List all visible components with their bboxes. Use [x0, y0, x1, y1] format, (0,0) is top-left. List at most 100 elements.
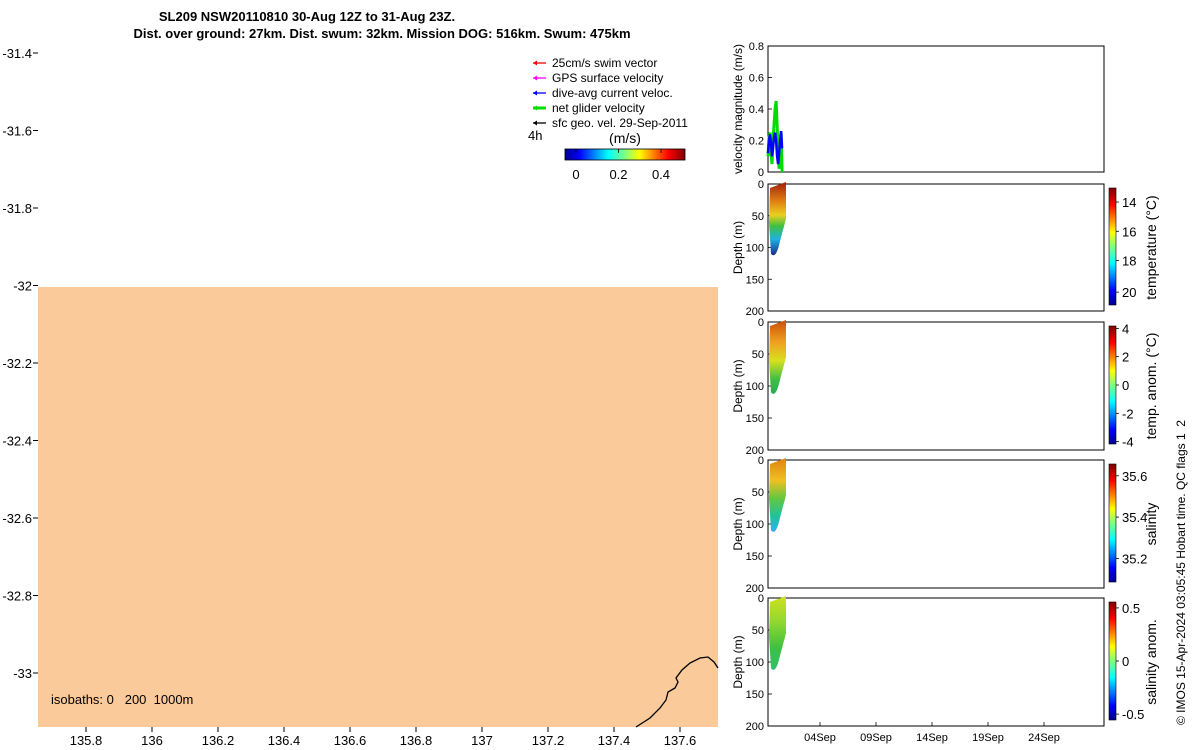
panel-colorbar-label: temperature (°C)	[1143, 195, 1159, 299]
legend-label: sfc geo. vel. 29-Sep-2011	[552, 116, 688, 130]
time-step-label: 4h	[528, 128, 542, 143]
panel-y-tick-label: 0	[758, 593, 764, 605]
panel-ylabel: Depth (m)	[731, 497, 745, 550]
legend-arrowhead	[533, 60, 537, 66]
panel-5: 0 50 100 150 200 Depth (m) 0.5 0 -0.5 salinity an…	[731, 593, 1159, 744]
map-x-tick-label: 137.6	[664, 733, 697, 748]
map-y-tick-label: -32.2	[2, 356, 32, 371]
panel-frame	[767, 45, 1105, 173]
panel-colorbar-tick-label: 16	[1122, 224, 1136, 239]
panel-y-tick-label: 0.4	[749, 104, 764, 116]
map-y-axis-ticks: -31.4 -31.6 -31.8 -32 -32.2 -32.4 -32.6 -32.8 -3…	[2, 46, 38, 681]
speed-colorbar-tick-label: 0.2	[609, 167, 627, 182]
panel-colorbar-tick-label: 20	[1122, 285, 1136, 300]
panel-colorbar-tick-label: 35.2	[1122, 551, 1147, 566]
panel-y-tick-label: 150	[746, 413, 764, 425]
legend-arrowhead	[533, 120, 537, 126]
panel-y-tick-label: 50	[752, 487, 764, 499]
velocity-series-line	[766, 130, 784, 165]
map-x-tick-label: 136.6	[334, 733, 367, 748]
panel-x-tick-label: 19Sep	[972, 732, 1004, 744]
panel-1: 0 0.2 0.4 0.6 0.8 velocity magnitude (m/s)	[731, 41, 1105, 179]
panel-y-tick-label: 200	[746, 583, 764, 595]
map-y-tick-label: -33	[13, 666, 32, 681]
panel-y-tick-label: 0	[758, 167, 764, 179]
panel-colorbar-tick-label: 4	[1122, 321, 1129, 336]
map-x-tick-label: 137.4	[598, 733, 631, 748]
panel-colorbar	[1108, 325, 1117, 445]
panel-colorbar-tick-label: -4	[1122, 435, 1134, 450]
panel-y-tick-label: 0.6	[749, 73, 764, 85]
map-y-tick-label: -32.8	[2, 589, 32, 604]
map-x-tick-label: 136.4	[268, 733, 301, 748]
panel-frame	[767, 597, 1105, 727]
map-x-tick-label: 136.2	[202, 733, 235, 748]
credit-text: © IMOS 15-Apr-2024 03:05:45 Hobart time.…	[1174, 420, 1188, 725]
speed-colorbar-tick-label: 0	[572, 167, 579, 182]
legend-label: 25cm/s swim vector	[552, 56, 657, 70]
panel-y-tick-label: 150	[746, 689, 764, 701]
profile-data-patch	[769, 182, 786, 256]
legend-arrowhead	[533, 75, 537, 81]
panel-y-tick-label: 100	[746, 243, 764, 255]
panel-colorbar-tick-label: 0.5	[1122, 601, 1140, 616]
profile-data-patch	[769, 596, 786, 670]
panel-x-tick-label: 04Sep	[804, 732, 836, 744]
panel-4: 0 50 100 150 200 Depth (m) 35.6 35.4 35.2 salinit…	[731, 455, 1159, 595]
panel-y-tick-label: 150	[746, 551, 764, 563]
panel-ylabel: Depth (m)	[731, 635, 745, 688]
map-x-tick-label: 135.8	[70, 733, 103, 748]
panel-y-tick-label: 100	[746, 381, 764, 393]
map-x-tick-label: 137.2	[532, 733, 565, 748]
profile-data-patch	[769, 320, 786, 394]
map-x-tick-label: 136.8	[400, 733, 433, 748]
panel-frame	[767, 321, 1105, 451]
panel-y-tick-label: 200	[746, 721, 764, 733]
panel-colorbar	[1108, 463, 1117, 583]
panel-y-tick-label: 0	[758, 179, 764, 191]
speed-colorbar-ticks: 0 0.2 0.4	[572, 149, 670, 182]
panel-2: 0 50 100 150 200 Depth (m) 14 16 18 20 temperature…	[731, 179, 1159, 318]
colorbar-units-label: (m/s)	[609, 130, 641, 146]
panel-colorbar-tick-label: 35.4	[1122, 510, 1147, 525]
panel-y-tick-label: 0	[758, 455, 764, 467]
panel-colorbar-tick-label: 0	[1122, 654, 1129, 669]
speed-colorbar	[564, 148, 686, 161]
coastline	[635, 656, 719, 728]
map-y-tick-label: -32	[13, 279, 32, 294]
panel-colorbar-tick-label: 35.6	[1122, 469, 1147, 484]
panel-colorbar	[1108, 601, 1117, 721]
panel-colorbar-label: salinity anom.	[1143, 619, 1159, 705]
panel-frame	[767, 183, 1105, 312]
map-y-tick-label: -32.6	[2, 511, 32, 526]
panel-ylabel: velocity magnitude (m/s)	[731, 44, 745, 174]
panel-y-tick-label: 0.8	[749, 41, 764, 53]
panel-colorbar-tick-label: -0.5	[1122, 707, 1144, 722]
panel-y-tick-label: 100	[746, 519, 764, 531]
panel-colorbar-tick-label: -2	[1122, 406, 1134, 421]
chart-title-line1: SL209 NSW20110810 30-Aug 12Z to 31-Aug 2…	[159, 9, 455, 24]
legend-label: dive-avg current veloc.	[552, 86, 673, 100]
legend-arrowhead	[533, 90, 537, 96]
profile-panels: 0 0.2 0.4 0.6 0.8 velocity magnitude (m/s) 0 50…	[731, 41, 1159, 744]
panel-y-tick-label: 100	[746, 657, 764, 669]
chart-title-line2: Dist. over ground: 27km. Dist. swum: 32k…	[133, 26, 630, 41]
panel-colorbar-label: temp. anom. (°C)	[1143, 333, 1159, 440]
panel-y-tick-label: 0	[758, 317, 764, 329]
panel-y-tick-label: 200	[746, 445, 764, 457]
map-land-area	[38, 287, 718, 727]
map-y-tick-label: -31.8	[2, 201, 32, 216]
legend-arrowhead	[533, 105, 537, 111]
panel-colorbar-label: salinity	[1143, 503, 1159, 546]
map-y-tick-label: -32.4	[2, 434, 32, 449]
panel-x-tick-label: 14Sep	[916, 732, 948, 744]
panel-frame	[767, 459, 1105, 589]
panel-colorbar	[1108, 187, 1117, 306]
panel-y-tick-label: 50	[752, 211, 764, 223]
panel-ylabel: Depth (m)	[731, 221, 745, 274]
map-y-tick-label: -31.6	[2, 124, 32, 139]
panel-y-tick-label: 200	[746, 306, 764, 318]
panel-y-tick-label: 150	[746, 274, 764, 286]
panel-colorbar-tick-label: 2	[1122, 350, 1129, 365]
